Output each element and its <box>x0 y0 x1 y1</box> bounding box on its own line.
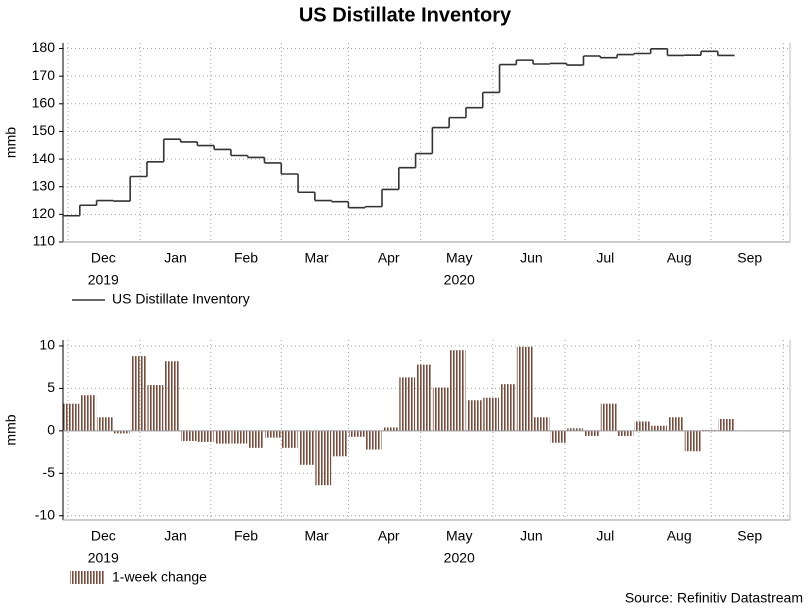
y-tick-label: 140 <box>32 150 56 166</box>
x-tick-label: Jan <box>164 528 187 544</box>
y-tick-label: 120 <box>32 205 56 221</box>
bar <box>264 430 281 438</box>
x-tick-label: Mar <box>304 528 328 544</box>
bar <box>500 384 516 431</box>
x-tick-label: Sep <box>737 250 762 266</box>
bar <box>449 350 466 431</box>
bar <box>113 430 130 434</box>
y-axis-label: mmb <box>3 414 19 445</box>
bar <box>416 364 432 431</box>
bar <box>348 430 365 437</box>
legend-swatch <box>70 571 104 584</box>
bar <box>567 428 583 431</box>
y-tick-label: 130 <box>32 177 56 193</box>
bar <box>718 418 735 431</box>
x-year-label: 2019 <box>88 272 119 288</box>
bar <box>80 395 97 431</box>
bar <box>399 377 416 431</box>
x-tick-label: May <box>446 528 472 544</box>
bar <box>181 430 197 442</box>
bar <box>466 400 483 431</box>
y-tick-label: 5 <box>47 379 55 395</box>
y-tick-label: 10 <box>39 337 55 353</box>
bar <box>298 430 315 465</box>
x-tick-label: Mar <box>304 250 328 266</box>
y-axis-label: mmb <box>3 127 19 158</box>
x-tick-label: Aug <box>667 250 692 266</box>
y-tick-label: 150 <box>32 122 56 138</box>
bar <box>583 430 600 436</box>
bar <box>600 403 617 431</box>
bar <box>214 430 231 444</box>
bar <box>231 430 248 444</box>
y-tick-label: 160 <box>32 95 56 111</box>
x-tick-label: Feb <box>234 250 258 266</box>
legend-label: 1-week change <box>112 569 207 585</box>
bar <box>63 403 80 431</box>
x-tick-label: Feb <box>234 528 258 544</box>
x-year-label: 2020 <box>444 550 475 566</box>
chart-title: US Distillate Inventory <box>299 4 512 26</box>
bar <box>147 385 164 431</box>
bar <box>332 430 348 457</box>
y-tick-label: 110 <box>33 233 56 249</box>
x-tick-label: Dec <box>91 250 116 266</box>
legend-label: US Distillate Inventory <box>112 291 250 307</box>
x-tick-label: Aug <box>667 528 692 544</box>
y-tick-label: -10 <box>35 506 55 522</box>
bar <box>164 361 181 431</box>
x-tick-label: Jun <box>520 528 543 544</box>
bar <box>432 387 449 431</box>
y-tick-label: 180 <box>32 39 56 55</box>
bar <box>315 430 332 486</box>
x-tick-label: Jan <box>164 250 187 266</box>
x-tick-label: Sep <box>737 528 762 544</box>
x-tick-label: Jul <box>596 250 614 266</box>
bar <box>533 417 550 431</box>
bar <box>130 356 147 431</box>
bar <box>516 346 533 431</box>
y-tick-label: 0 <box>47 422 55 438</box>
bar <box>634 421 651 431</box>
x-tick-label: Apr <box>378 250 400 266</box>
bar <box>382 427 399 431</box>
bar <box>248 430 264 448</box>
bar <box>281 430 298 448</box>
y-tick-label: 170 <box>32 67 56 83</box>
source-note: Source: Refinitiv Datastream <box>625 590 803 606</box>
x-tick-label: Apr <box>378 528 400 544</box>
bar <box>197 430 214 442</box>
bar <box>667 417 684 431</box>
x-year-label: 2019 <box>88 550 119 566</box>
x-tick-label: Jul <box>596 528 614 544</box>
bar <box>365 430 382 450</box>
bar <box>617 430 634 436</box>
y-tick-label: -5 <box>43 464 56 480</box>
x-tick-label: Jun <box>520 250 543 266</box>
bar <box>651 425 667 431</box>
x-tick-label: May <box>446 250 472 266</box>
x-tick-label: Dec <box>91 528 116 544</box>
x-year-label: 2020 <box>444 272 475 288</box>
bar <box>550 430 567 443</box>
bar <box>483 397 500 431</box>
bar <box>684 430 701 452</box>
bar <box>97 417 113 431</box>
